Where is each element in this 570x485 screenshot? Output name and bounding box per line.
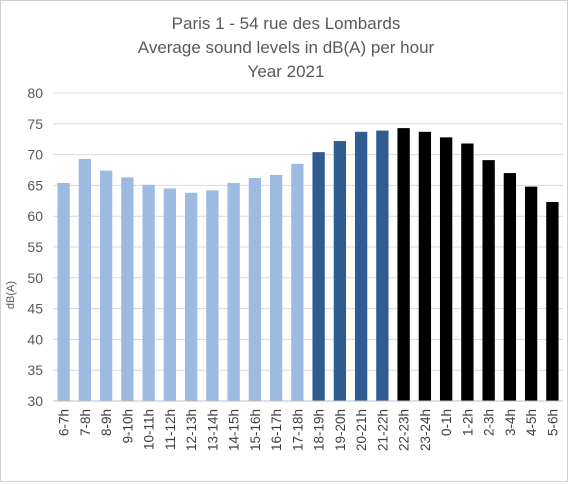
x-tick-label: 15-16h <box>248 409 263 451</box>
y-tick-label: 35 <box>27 362 43 378</box>
x-tick-label: 22-23h <box>397 409 412 451</box>
bar-1-2h <box>461 143 474 401</box>
x-tick-label: 12-13h <box>184 409 199 451</box>
bar-11-12h <box>163 188 177 401</box>
bar-22-23h <box>397 128 410 401</box>
bar-19-20h <box>333 141 347 401</box>
y-tick-label: 45 <box>27 301 43 317</box>
chart-title-line-3: Year 2021 <box>248 62 325 81</box>
y-axis-ticks: 30 35 40 45 50 55 60 65 70 75 80 <box>27 85 43 409</box>
y-tick-label: 65 <box>27 177 43 193</box>
bar-2-3h <box>482 160 495 401</box>
x-tick-label: 11-12h <box>163 409 178 450</box>
bar-5-6h <box>546 202 559 401</box>
bar-7-8h <box>78 158 92 401</box>
y-tick-label: 80 <box>27 85 43 101</box>
bar-18-19h <box>312 152 325 401</box>
x-tick-label: 8-9h <box>99 409 114 436</box>
y-tick-label: 75 <box>27 116 43 132</box>
bar-17-18h <box>291 163 304 401</box>
x-tick-label: 13-14h <box>205 409 220 451</box>
gridlines <box>53 92 563 371</box>
bar-15-16h <box>248 178 262 401</box>
x-tick-label: 1-2h <box>460 409 475 436</box>
x-tick-label: 23-24h <box>418 409 433 451</box>
x-tick-label: 4-5h <box>524 409 539 436</box>
x-tick-label: 5-6h <box>545 409 560 436</box>
bar-8-9h <box>99 170 113 401</box>
x-tick-label: 18-19h <box>312 409 327 451</box>
bars <box>57 128 559 402</box>
y-tick-label: 40 <box>27 331 43 347</box>
chart-title-line-1: Paris 1 - 54 rue des Lombards <box>172 14 401 33</box>
bar-23-24h <box>418 131 432 402</box>
bar-0-1h <box>439 137 453 402</box>
x-tick-label: 19-20h <box>333 409 348 451</box>
x-axis-ticks: 6-7h 7-8h 8-9h 9-10h 10-11h 11-12h 12-13h 13-14… <box>57 409 561 451</box>
x-tick-label: 3-4h <box>503 409 518 436</box>
x-tick-label: 17-18h <box>290 409 305 451</box>
bar-9-10h <box>121 177 134 401</box>
y-tick-label: 55 <box>27 239 43 255</box>
bar-6-7h <box>57 182 70 401</box>
x-tick-label: 14-15h <box>227 409 242 451</box>
y-axis-label: dB(A) <box>5 281 17 309</box>
x-tick-label: 0-1h <box>439 409 454 436</box>
bar-21-22h <box>376 130 389 402</box>
y-tick-label: 50 <box>27 270 43 286</box>
x-tick-label: 6-7h <box>57 409 72 436</box>
bar-4-5h <box>524 186 538 401</box>
chart-title-line-2: Average sound levels in dB(A) per hour <box>138 38 435 57</box>
x-tick-label: 16-17h <box>269 409 284 451</box>
x-tick-label: 2-3h <box>482 409 497 436</box>
bar-16-17h <box>269 174 283 401</box>
bar-12-13h <box>184 192 198 401</box>
y-tick-label: 30 <box>27 393 43 409</box>
y-tick-label: 60 <box>27 208 43 224</box>
x-tick-label: 20-21h <box>354 409 369 451</box>
x-tick-label: 7-8h <box>78 409 93 436</box>
x-tick-label: 9-10h <box>120 409 135 444</box>
y-tick-label: 70 <box>27 147 43 163</box>
x-tick-label: 10-11h <box>142 409 157 450</box>
bar-20-21h <box>354 131 368 402</box>
bar-14-15h <box>227 182 240 401</box>
x-tick-label: 21-22h <box>375 409 390 451</box>
bar-10-11h <box>142 184 155 401</box>
bar-3-4h <box>503 173 517 401</box>
bar-13-14h <box>206 190 219 401</box>
